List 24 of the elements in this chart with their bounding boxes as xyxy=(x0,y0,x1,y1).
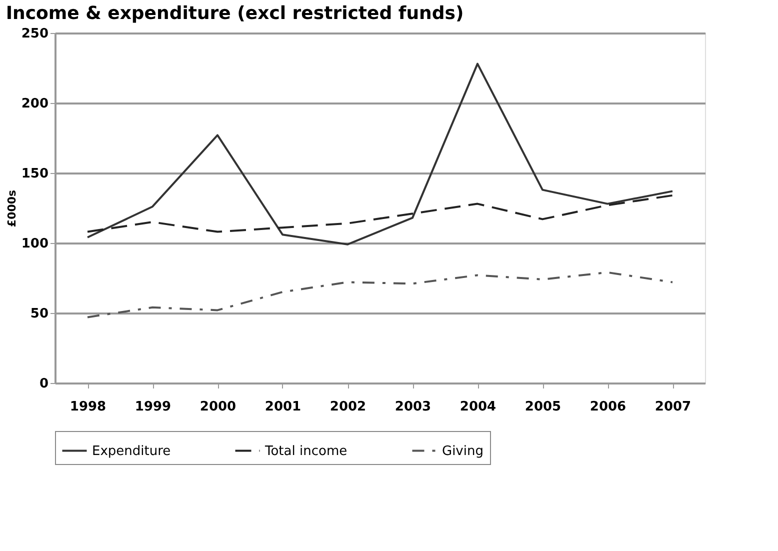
legend-label: Giving xyxy=(442,444,484,459)
x-tick-label: 2001 xyxy=(264,400,302,414)
x-tick-label: 2006 xyxy=(590,400,626,414)
y-axis-title: £000s xyxy=(5,189,18,228)
y-tick-label: 50 xyxy=(30,306,48,322)
x-tick-label: 2004 xyxy=(460,400,496,414)
x-tick-label: 1999 xyxy=(134,400,172,414)
y-tick-label: 150 xyxy=(21,166,48,182)
x-tick-label: 2003 xyxy=(394,400,432,414)
x-tick-label: 2000 xyxy=(200,400,236,414)
y-tick-label: 200 xyxy=(21,96,48,112)
x-tick-label: 2007 xyxy=(654,400,692,414)
y-tick-label: 100 xyxy=(21,236,48,252)
chart-title: Income & expenditure (excl restricted funds) xyxy=(6,3,464,24)
line-series xyxy=(86,271,674,318)
y-tick-label: 0 xyxy=(39,376,48,392)
legend-label: Total income xyxy=(264,444,348,459)
line-series xyxy=(86,62,674,246)
y-tick-label: 250 xyxy=(21,26,48,42)
legend-label: Expenditure xyxy=(92,444,171,459)
x-tick-label: 2005 xyxy=(524,400,562,414)
line-series xyxy=(86,194,674,233)
x-tick-label: 1998 xyxy=(70,400,106,414)
x-tick-label: 2002 xyxy=(330,400,366,414)
